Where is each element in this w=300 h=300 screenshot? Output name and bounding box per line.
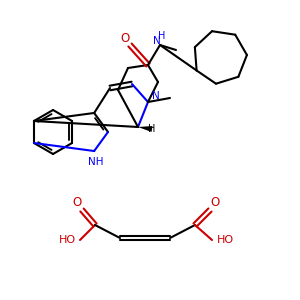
Text: HO: HO xyxy=(58,235,76,245)
Text: O: O xyxy=(210,196,220,208)
Text: N: N xyxy=(152,91,160,101)
Text: O: O xyxy=(72,196,82,208)
Text: NH: NH xyxy=(88,157,104,167)
Text: HO: HO xyxy=(216,235,234,245)
Text: H: H xyxy=(158,31,166,41)
Text: O: O xyxy=(120,32,130,44)
Polygon shape xyxy=(138,126,152,132)
Text: H: H xyxy=(148,124,156,134)
Text: N: N xyxy=(153,36,161,46)
